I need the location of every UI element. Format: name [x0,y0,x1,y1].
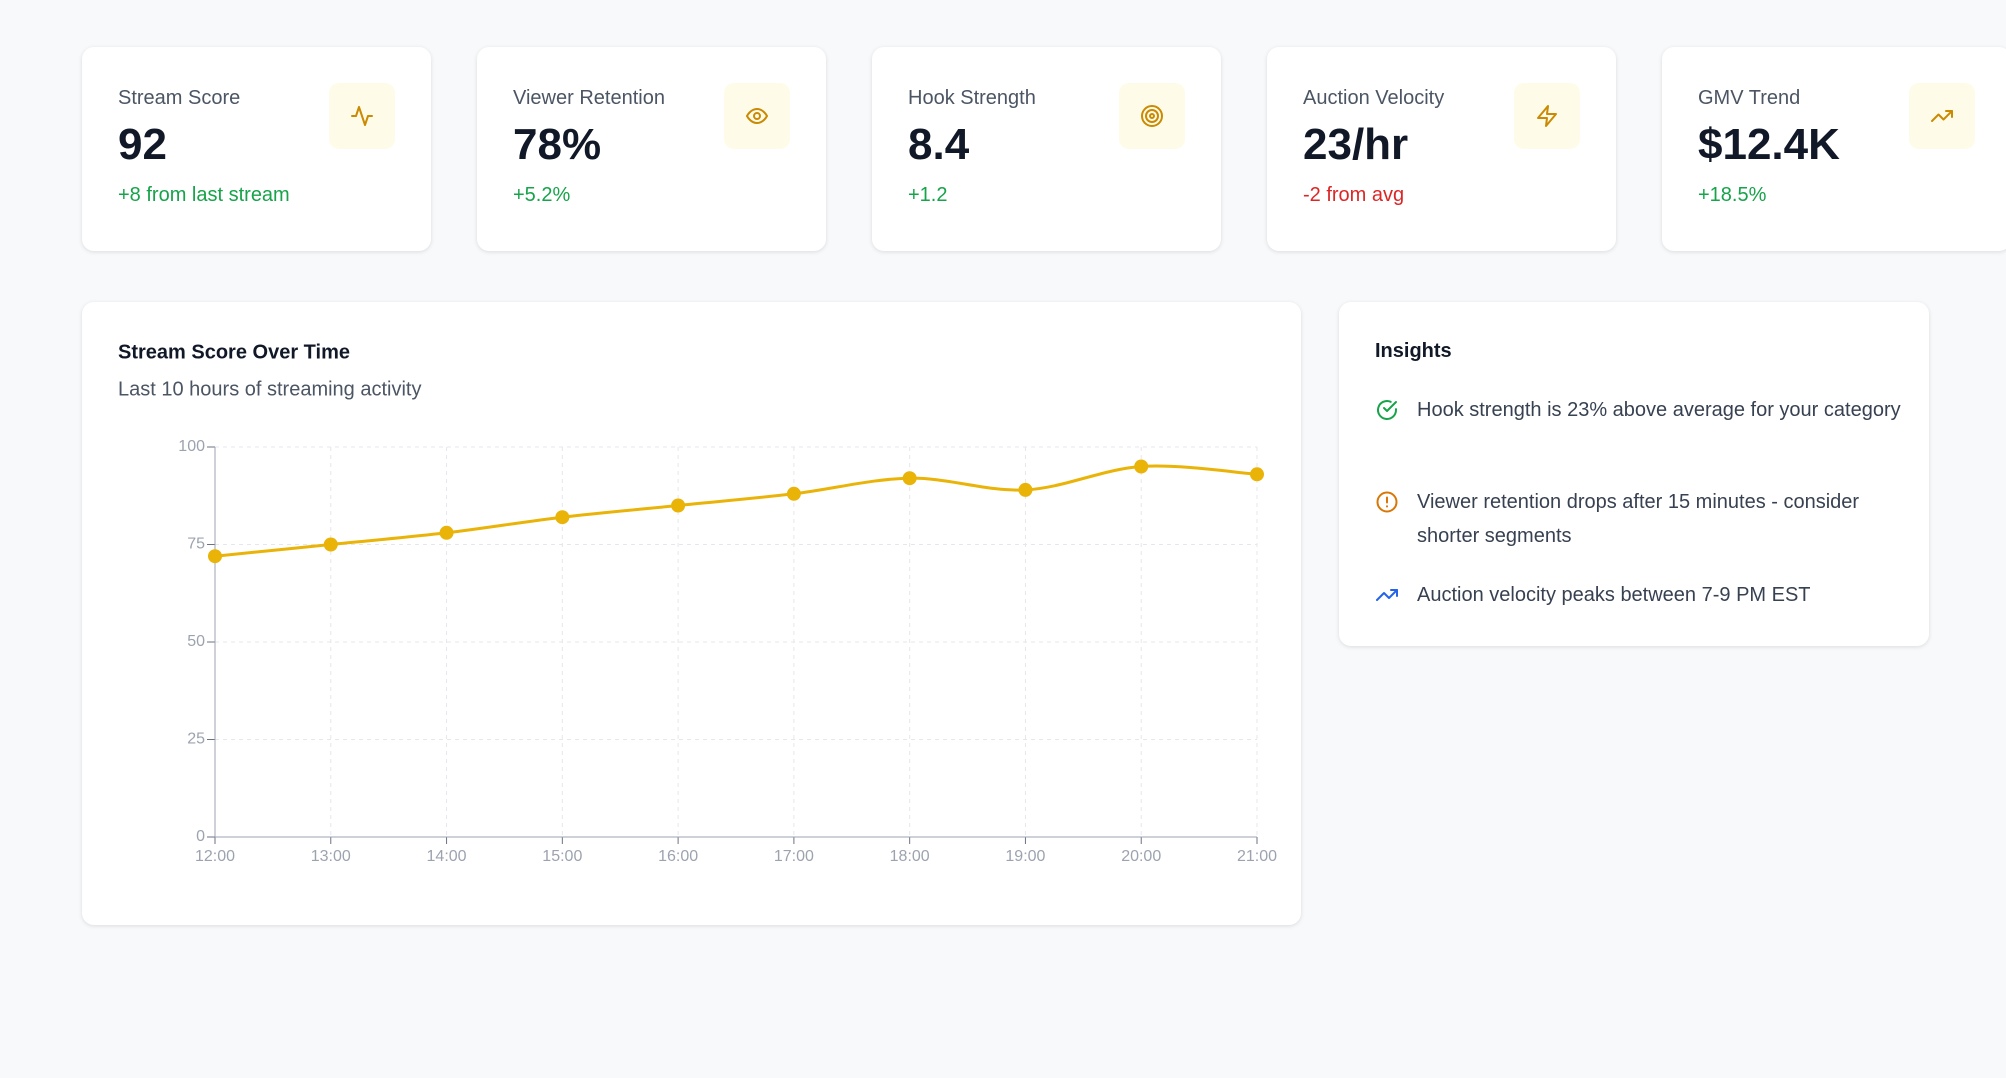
kpi-icon [1514,83,1580,149]
icon [1141,105,1163,127]
kpi-delta: +18.5% [1698,184,1767,206]
check-icon [1377,400,1397,420]
kpi-card: Auction Velocity 23/hr -2 from avg [1267,47,1616,251]
y-tick-label: 25 [187,731,205,748]
kpi-icon [1909,83,1975,149]
kpi-delta: +8 from last stream [118,184,290,206]
icon [1931,110,1953,122]
x-tick-label: 14:00 [427,848,467,865]
kpi-delta: +1.2 [908,184,948,206]
kpi-value: $12.4K [1698,120,1840,169]
chart: Stream Score Over Time Last 10 hours of … [118,341,1277,865]
data-point [555,510,570,525]
data-point [786,486,801,501]
kpi-card: GMV Trend $12.4K +18.5% [1662,47,2006,251]
kpi-card: Hook Strength 8.4 +1.2 [872,47,1221,251]
kpi-icon [329,83,395,149]
x-tick-label: 12:00 [195,848,235,865]
x-tick-label: 19:00 [1005,848,1045,865]
alert-icon [1376,491,1398,513]
kpi-value: 8.4 [908,120,970,169]
y-tick-label: 100 [178,438,205,455]
kpi-delta: -2 from avg [1303,184,1405,206]
trend-icon [1376,589,1398,601]
kpi-label: Auction Velocity [1303,87,1445,109]
x-tick-label: 18:00 [890,848,930,865]
kpi-value: 92 [118,120,167,169]
icon [1537,105,1557,127]
kpi-label: Viewer Retention [513,87,665,109]
kpi-value: 23/hr [1303,120,1409,169]
insight: Viewer retention drops after 15 minutes … [1375,485,1905,553]
kpi-label: Stream Score [118,87,241,109]
x-tick-label: 13:00 [311,848,351,865]
insights-title: Insights [1375,340,1452,362]
data-point [902,471,917,486]
insight: Hook strength is 23% above average for y… [1375,393,1905,427]
kpi-value: 78% [513,120,602,169]
data-point [671,498,686,513]
icon [351,106,373,126]
y-tick-label: 0 [196,828,205,845]
x-tick-label: 21:00 [1237,848,1277,865]
insight-text: Viewer retention drops after 15 minutes … [1417,491,1860,547]
data-point [1134,459,1149,474]
chart-card: Stream Score Over Time Last 10 hours of … [82,302,1301,925]
kpi-icon [1119,83,1185,149]
kpi-card: Stream Score 92 +8 from last stream [82,47,431,251]
insight-text: Auction velocity peaks between 7-9 PM ES… [1417,584,1811,606]
insights-card: Insights Hook strength is 23% above aver… [1339,302,1929,646]
y-tick-label: 75 [187,536,205,553]
data-point [439,525,454,540]
x-tick-label: 17:00 [774,848,814,865]
kpi-card: Viewer Retention 78% +5.2% [477,47,826,251]
kpi-delta: +5.2% [513,184,571,206]
insight: Auction velocity peaks between 7-9 PM ES… [1375,578,1905,612]
kpi-icon [724,83,790,149]
data-point [1250,467,1264,482]
x-tick-label: 16:00 [658,848,698,865]
chart-title: Stream Score Over Time [118,341,350,363]
y-tick-label: 50 [187,633,205,650]
data-point [1018,482,1033,497]
x-tick-label: 20:00 [1121,848,1161,865]
insight-text: Hook strength is 23% above average for y… [1417,399,1901,421]
x-tick-label: 15:00 [542,848,582,865]
series-line [214,464,1258,558]
icon [746,108,768,124]
kpi-label: Hook Strength [908,87,1036,109]
chart-subtitle: Last 10 hours of streaming activity [118,378,421,400]
kpi-label: GMV Trend [1698,87,1801,109]
data-point [323,537,338,552]
data-point [208,549,222,564]
